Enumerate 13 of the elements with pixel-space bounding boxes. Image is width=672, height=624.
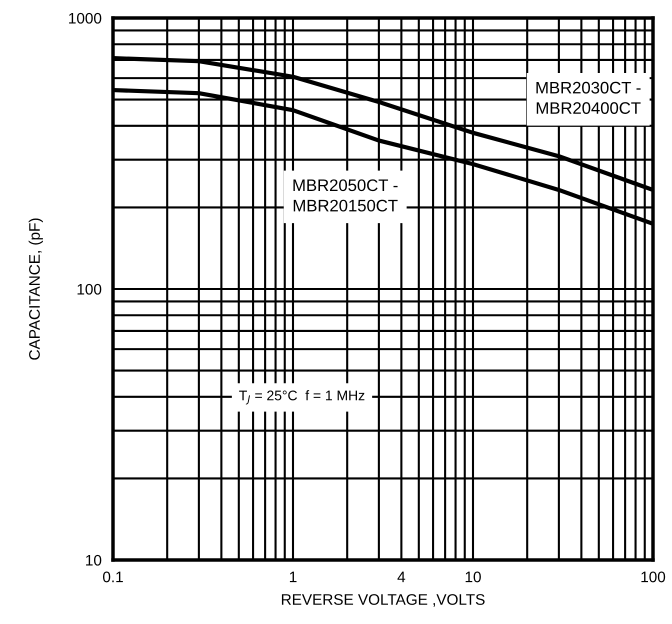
series-label: MBR2050CT - MBR20150CT bbox=[293, 179, 398, 212]
y-tick-label: 1000 bbox=[69, 12, 102, 24]
x-axis-title: REVERSE VOLTAGE ,VOLTS bbox=[282, 594, 485, 607]
x-tick-label: 4 bbox=[397, 572, 406, 582]
x-tick-label: 1 bbox=[290, 572, 297, 582]
y-axis-title: CAPACITANCE, (pF) bbox=[28, 218, 43, 360]
y-tick-label: 100 bbox=[78, 284, 102, 295]
x-tick-label: 100 bbox=[641, 572, 666, 582]
annotation: T$_{J}$ = 25°C f = 1 MHz bbox=[239, 390, 364, 404]
text: MBR2030CT - MBR20400CT bbox=[536, 82, 641, 114]
x-tick-label: 0.1 bbox=[102, 572, 123, 582]
y-tick-label: 10 bbox=[86, 554, 102, 566]
x-tick-label: 10 bbox=[466, 572, 481, 582]
